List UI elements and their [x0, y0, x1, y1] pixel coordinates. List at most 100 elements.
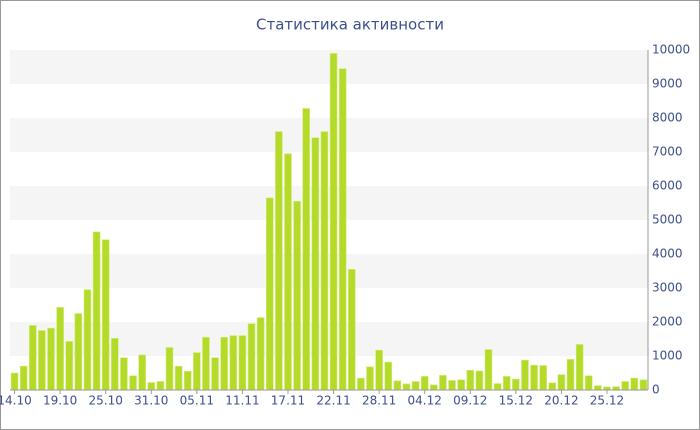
y-tick-label: 7000 [652, 145, 683, 159]
x-tick-label: 25.10 [89, 394, 123, 408]
y-tick-label: 8000 [652, 111, 683, 125]
bar [220, 336, 228, 391]
bar [448, 380, 456, 391]
bar [238, 335, 247, 391]
bar [530, 364, 538, 391]
bar [165, 347, 174, 391]
bar [502, 376, 511, 391]
bar [147, 382, 156, 391]
x-tick-label: 11.11 [225, 394, 259, 408]
y-tick-label: 6000 [652, 179, 683, 193]
bar [375, 349, 383, 391]
x-tick-label: 14.10 [0, 394, 32, 408]
y-tick-label: 0 [652, 383, 660, 397]
x-tick-label: 05.11 [180, 394, 214, 408]
bar [548, 382, 557, 391]
bar [475, 370, 484, 391]
x-tick-label: 22.11 [316, 394, 350, 408]
y-tick-label: 9000 [652, 77, 683, 91]
bar [539, 365, 547, 391]
bar [101, 239, 110, 391]
bar [484, 349, 493, 391]
bar [512, 378, 520, 391]
bar [211, 357, 219, 391]
grid-band [10, 186, 648, 220]
x-tick-label: 31.10 [134, 394, 168, 408]
bar [320, 131, 329, 391]
bar [156, 381, 165, 391]
bar [74, 313, 83, 391]
x-tick-label: 19.10 [43, 394, 77, 408]
bar [329, 53, 338, 391]
bar [366, 366, 374, 391]
bar [183, 370, 192, 391]
bar [311, 137, 320, 391]
bar [594, 385, 602, 391]
bar [92, 231, 101, 391]
bar [56, 307, 64, 391]
bar [247, 323, 256, 391]
grid-band [10, 118, 648, 152]
bar [174, 365, 183, 391]
bar [521, 359, 529, 391]
bar [293, 201, 301, 391]
bar [256, 317, 265, 391]
x-tick-label: 20.12 [544, 394, 578, 408]
bar [193, 352, 201, 391]
bar [630, 377, 639, 391]
bar [612, 386, 620, 391]
bar [411, 381, 420, 391]
bar [357, 377, 365, 391]
y-tick-label: 4000 [652, 247, 683, 261]
bar [65, 341, 74, 391]
x-tick-label: 09.12 [453, 394, 487, 408]
bar [384, 361, 393, 391]
bar [120, 357, 128, 391]
bar [393, 380, 402, 391]
bar [430, 384, 438, 391]
bar [38, 330, 46, 391]
bar [275, 131, 283, 391]
bar [466, 369, 475, 391]
x-tick-label: 17.11 [271, 394, 305, 408]
bar [557, 374, 566, 391]
x-tick-label: 15.12 [499, 394, 533, 408]
bar [338, 68, 347, 391]
y-tick-label: 10000 [652, 43, 690, 57]
grid-band [10, 254, 648, 288]
y-tick-label: 2000 [652, 315, 683, 329]
bar [420, 376, 429, 391]
bar [348, 268, 356, 391]
bar [10, 372, 19, 391]
y-tick-label: 3000 [652, 281, 683, 295]
bar [457, 379, 465, 391]
y-tick-label: 1000 [652, 349, 683, 363]
bar [83, 289, 92, 391]
bar [129, 375, 137, 391]
bar [302, 108, 310, 391]
x-tick-label: 25.12 [590, 394, 624, 408]
bar [402, 383, 411, 391]
bar [575, 344, 584, 391]
bar [138, 354, 146, 391]
bar [493, 383, 502, 391]
bar [29, 325, 37, 391]
bar [566, 359, 575, 391]
bar [111, 338, 119, 391]
bar [202, 336, 210, 391]
bar [47, 327, 55, 391]
bar [639, 379, 648, 391]
bar [19, 365, 28, 391]
bar [439, 375, 447, 391]
x-tick-label: 04.12 [408, 394, 442, 408]
y-tick-label: 5000 [652, 213, 683, 227]
grid-band [10, 50, 648, 84]
bar [284, 153, 292, 391]
chart-title: Статистика активности [256, 16, 444, 34]
bar [229, 335, 238, 391]
bar [584, 375, 593, 391]
bar [265, 197, 274, 391]
x-tick-label: 28.11 [362, 394, 396, 408]
bar [621, 381, 629, 391]
